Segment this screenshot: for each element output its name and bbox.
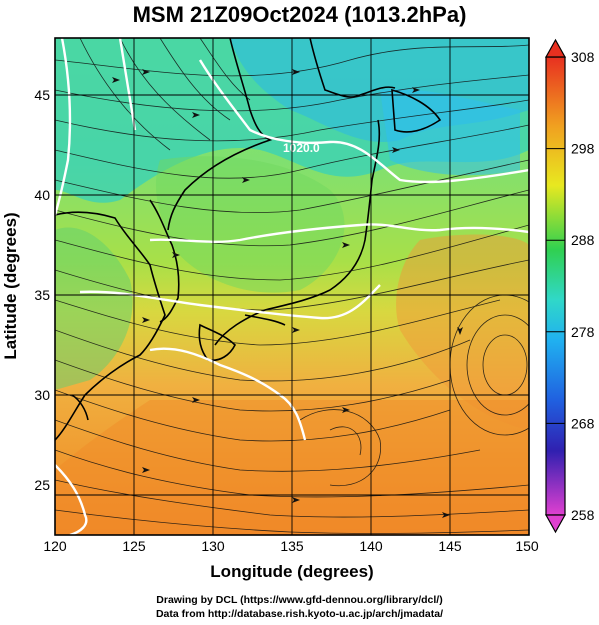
lat-tick: 45 <box>34 87 50 103</box>
lon-tick: 150 <box>515 538 539 554</box>
colorbar: 308 298 288 278 268 258 <box>544 38 595 534</box>
colorbar-gradient <box>545 56 566 516</box>
colorbar-bottom-arrow <box>544 514 567 534</box>
contour-label: 1020.0 <box>283 141 320 155</box>
lon-tick: 130 <box>201 538 225 554</box>
x-axis-label: Longitude (degrees) <box>210 562 373 581</box>
lon-tick: 145 <box>438 538 462 554</box>
lon-tick-labels: 120 125 130 135 140 145 150 <box>43 538 539 554</box>
lon-tick: 125 <box>122 538 146 554</box>
wind-arrows <box>112 69 463 518</box>
plot-frame <box>54 37 530 536</box>
lat-tick: 35 <box>34 287 50 303</box>
colorbar-top-arrow <box>544 38 567 58</box>
lat-tick: 40 <box>34 187 50 203</box>
colorbar-tick: 268 <box>571 415 595 431</box>
wind-streamlines <box>55 38 529 534</box>
data-credit: Data from http://database.rish.kyoto-u.a… <box>155 608 444 620</box>
colorbar-tick: 308 <box>571 49 595 65</box>
lon-tick: 120 <box>43 538 67 554</box>
colorbar-tick: 258 <box>571 507 595 523</box>
lon-tick: 140 <box>359 538 383 554</box>
lon-tick: 135 <box>280 538 304 554</box>
lat-lon-grid <box>55 38 529 535</box>
lat-tick: 30 <box>34 387 50 403</box>
y-axis-label: Latitude (degrees) <box>1 212 20 359</box>
coastlines <box>55 38 442 441</box>
colorbar-tick: 288 <box>571 232 595 248</box>
map-title: MSM 21Z09Oct2024 (1013.2hPa) <box>132 2 467 27</box>
lat-tick: 25 <box>34 477 50 493</box>
colorbar-tick: 298 <box>571 141 595 157</box>
colorbar-tick: 278 <box>571 324 595 340</box>
drawing-credit: Drawing by DCL (https://www.gfd-dennou.o… <box>156 594 443 606</box>
lat-tick-labels: 45 40 35 30 25 <box>34 87 50 493</box>
